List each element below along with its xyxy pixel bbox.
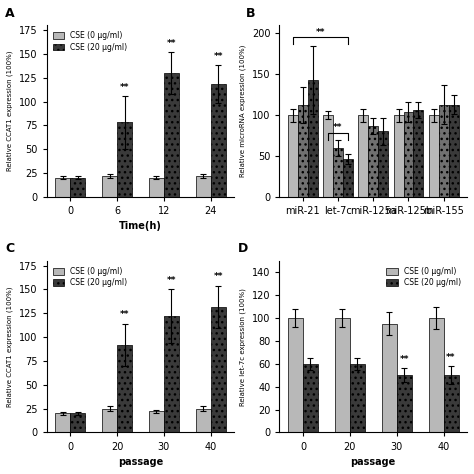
Bar xyxy=(378,131,388,197)
Bar xyxy=(149,178,164,197)
X-axis label: passage: passage xyxy=(351,457,396,467)
Bar xyxy=(196,409,211,432)
Bar xyxy=(211,84,226,197)
Y-axis label: Relative CCAT1 expression (100%): Relative CCAT1 expression (100%) xyxy=(7,51,13,171)
Bar xyxy=(382,324,397,432)
Text: **: ** xyxy=(213,52,223,61)
Bar xyxy=(335,318,350,432)
Text: **: ** xyxy=(120,82,129,91)
X-axis label: passage: passage xyxy=(118,457,163,467)
Bar xyxy=(55,178,70,197)
Bar xyxy=(70,413,85,432)
Bar xyxy=(323,115,333,197)
Bar xyxy=(164,316,179,432)
Bar xyxy=(164,73,179,197)
Bar xyxy=(102,409,117,432)
Text: **: ** xyxy=(316,27,325,36)
Bar xyxy=(444,375,458,432)
Bar xyxy=(403,112,413,197)
Bar xyxy=(149,411,164,432)
Y-axis label: Relative microRNA expression (100%): Relative microRNA expression (100%) xyxy=(240,45,246,177)
Bar xyxy=(55,413,70,432)
Bar xyxy=(413,110,423,197)
Bar xyxy=(397,375,411,432)
Bar xyxy=(429,115,439,197)
Bar xyxy=(358,115,368,197)
Text: **: ** xyxy=(400,355,409,364)
Bar xyxy=(449,104,458,197)
Bar xyxy=(288,318,303,432)
Bar xyxy=(439,104,449,197)
Text: **: ** xyxy=(447,353,456,362)
Bar xyxy=(428,318,444,432)
Bar xyxy=(368,126,378,197)
Legend: CSE (0 μg/ml), CSE (20 μg/ml): CSE (0 μg/ml), CSE (20 μg/ml) xyxy=(384,264,463,290)
Bar xyxy=(308,80,318,197)
Text: **: ** xyxy=(213,273,223,282)
Bar xyxy=(196,176,211,197)
Bar xyxy=(350,364,365,432)
Bar xyxy=(298,105,308,197)
Bar xyxy=(70,178,85,197)
Text: **: ** xyxy=(167,276,176,285)
Y-axis label: Relative CCAT1 expression (100%): Relative CCAT1 expression (100%) xyxy=(7,286,13,407)
Text: C: C xyxy=(5,242,15,255)
Legend: CSE (0 μg/ml), CSE (20 μg/ml): CSE (0 μg/ml), CSE (20 μg/ml) xyxy=(50,29,130,54)
Bar xyxy=(333,148,343,197)
Text: A: A xyxy=(5,7,15,19)
Bar xyxy=(117,122,132,197)
Bar xyxy=(394,115,403,197)
Text: **: ** xyxy=(333,123,343,132)
Y-axis label: Relative let-7c expression (100%): Relative let-7c expression (100%) xyxy=(240,288,246,406)
Bar xyxy=(303,364,318,432)
Text: **: ** xyxy=(167,39,176,48)
Bar xyxy=(102,176,117,197)
Text: B: B xyxy=(246,7,255,19)
Legend: CSE (0 μg/ml), CSE (20 μg/ml): CSE (0 μg/ml), CSE (20 μg/ml) xyxy=(50,264,130,290)
Bar xyxy=(211,307,226,432)
X-axis label: Time(h): Time(h) xyxy=(119,221,162,231)
Text: D: D xyxy=(238,242,248,255)
Bar xyxy=(343,159,353,197)
Text: **: ** xyxy=(120,310,129,319)
Bar xyxy=(117,345,132,432)
Bar xyxy=(288,115,298,197)
